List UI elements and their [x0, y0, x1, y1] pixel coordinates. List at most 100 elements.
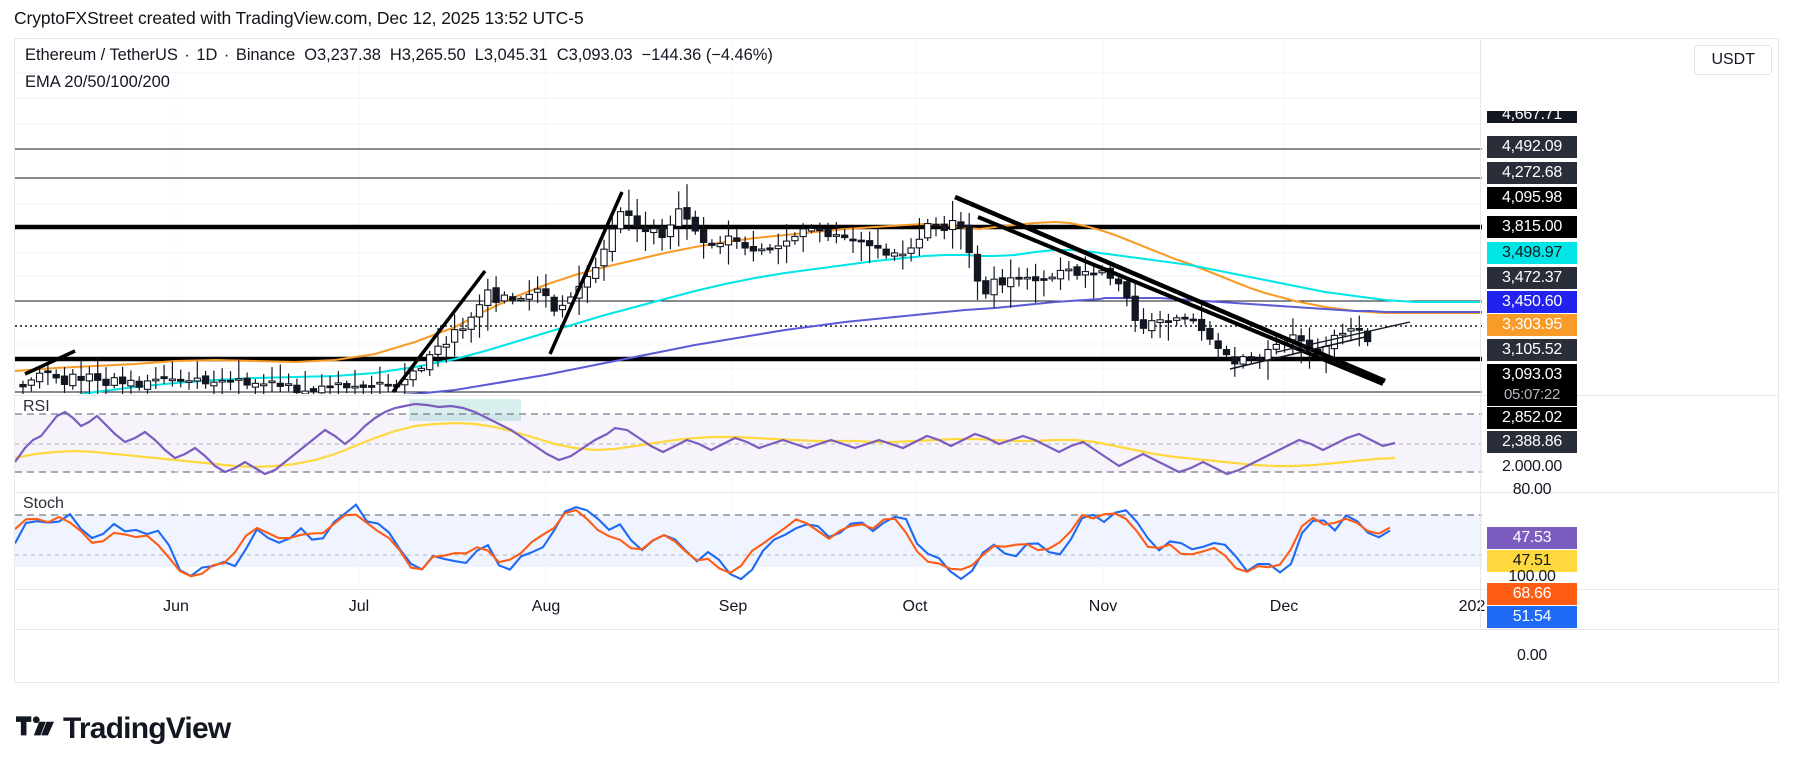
candle-bullish [127, 379, 135, 387]
candle-bullish [924, 222, 932, 239]
candle-bearish [816, 228, 824, 232]
scale-divider-rsi [1481, 395, 1779, 396]
candle-bullish [1081, 271, 1090, 276]
candle-bullish [210, 381, 218, 387]
falling-wedge-lower [1229, 336, 1366, 370]
candle-bullish [517, 297, 525, 301]
candle-bullish [301, 390, 309, 394]
candle-bullish [193, 377, 201, 382]
candle-bearish [733, 237, 741, 242]
candle-bullish [890, 252, 899, 257]
time-axis-label: Sep [718, 598, 748, 615]
candle-bullish [475, 304, 484, 318]
price-scale-label-ema: 3,498.97 [1487, 242, 1577, 264]
rsi-overbought-zone [409, 399, 521, 421]
candle-bearish [1164, 320, 1173, 323]
candle-bearish [1073, 266, 1081, 276]
horizontal-level-lines [15, 148, 1482, 393]
candle-bullish [1065, 268, 1073, 272]
price-vertical-gridlines [175, 39, 1285, 394]
candle-bullish [376, 381, 384, 385]
time-axis-label: Aug [531, 598, 561, 615]
time-axis-label: Oct [902, 598, 928, 615]
price-scale-label-value: 51.54 [1487, 606, 1577, 628]
candlestick-series [19, 184, 1372, 394]
candle-bearish [367, 385, 376, 388]
candle-bearish [1131, 295, 1139, 321]
candle-bearish [44, 370, 52, 374]
stoch-k-line [15, 503, 1391, 581]
candle-bullish [616, 211, 625, 230]
price-scale-label-level: 2,852.02 [1487, 407, 1577, 429]
candle-bullish [484, 289, 492, 306]
price-scale-label-ema: 3,450.60 [1487, 291, 1577, 313]
candle-bullish [1173, 317, 1181, 321]
candle-bearish [998, 277, 1007, 286]
drawn-trendlines [24, 191, 1411, 394]
currency-badge[interactable]: USDT [1694, 45, 1772, 75]
candle-bullish [907, 247, 915, 254]
price-scale-label-level: 2,388.86 [1487, 431, 1577, 453]
candle-bullish [799, 228, 807, 238]
price-scale-label-plain: 80.00 [1512, 481, 1552, 498]
candle-bullish [948, 219, 957, 231]
candle-bullish [110, 377, 118, 386]
candle-bullish [459, 328, 467, 332]
price-scale-label-plain: 100.00 [1508, 568, 1556, 585]
candle-bullish [1048, 276, 1056, 280]
price-scale-label-plain: 0.00 [1517, 647, 1547, 664]
tradingview-logomark-icon [16, 716, 54, 736]
candle-bearish [509, 296, 517, 301]
candle-bearish [135, 380, 143, 388]
stoch-d-line [15, 508, 1391, 578]
stoch-pane[interactable]: Stoch [15, 492, 1482, 588]
price-scale-label-value: 68.66 [1487, 583, 1577, 605]
rising-trendline-3 [548, 191, 624, 355]
time-axis[interactable]: Jun Jul Aug Sep Oct Nov Dec 202 [15, 589, 1780, 630]
candle-bullish [417, 367, 426, 372]
rising-trendline-1 [24, 349, 76, 376]
candle-bullish [185, 380, 193, 383]
time-axis-label: Jun [163, 598, 189, 615]
candle-bearish [633, 215, 641, 227]
ema100-line [400, 296, 1482, 394]
candle-bullish [525, 293, 533, 300]
scale-divider-stoch [1481, 492, 1779, 493]
candle-bearish [658, 226, 666, 239]
price-gridlines [15, 72, 1482, 370]
candle-bearish [1189, 318, 1197, 322]
candle-bullish [334, 382, 343, 386]
candle-bearish [160, 376, 168, 380]
candle-bearish [492, 287, 500, 303]
time-axis-label: Dec [1269, 598, 1299, 615]
candle-bullish [450, 329, 459, 343]
price-scale-label-plain: 2.000.00 [1502, 458, 1562, 475]
candle-bullish [1239, 356, 1247, 365]
candle-bearish [857, 239, 865, 243]
stoch-band-fill [15, 515, 1482, 567]
candle-bearish [384, 383, 392, 387]
rsi-pane[interactable]: RSI [15, 395, 1482, 491]
candle-bullish [758, 248, 766, 252]
candle-bearish [965, 224, 973, 254]
candle-bearish [359, 384, 367, 388]
time-axis-label: Jul [348, 598, 370, 615]
candle-bullish [27, 379, 35, 386]
price-pane[interactable] [15, 39, 1482, 394]
candle-bullish [143, 380, 152, 390]
price-scale[interactable]: USDT 4,667.71 4,492.09 4,272.68 4,095.98 3,8… [1480, 39, 1779, 664]
price-scale-label-level: 3,472.37 [1487, 267, 1577, 289]
candle-bullish [69, 373, 77, 387]
falling-wedge-upper [1276, 321, 1411, 353]
rsi-pane-svg [15, 396, 1482, 491]
price-scale-label-clipped: 4,667.71 [1487, 111, 1577, 123]
candle-bearish [932, 223, 940, 227]
candle-bullish [600, 248, 608, 267]
descending-resistance-main [954, 194, 1386, 384]
candle-bullish [791, 235, 799, 242]
candle-bearish [708, 242, 716, 246]
candle-bullish [1148, 320, 1156, 332]
candle-bearish [940, 223, 948, 232]
price-scale-label-value: 47.53 [1487, 527, 1577, 549]
